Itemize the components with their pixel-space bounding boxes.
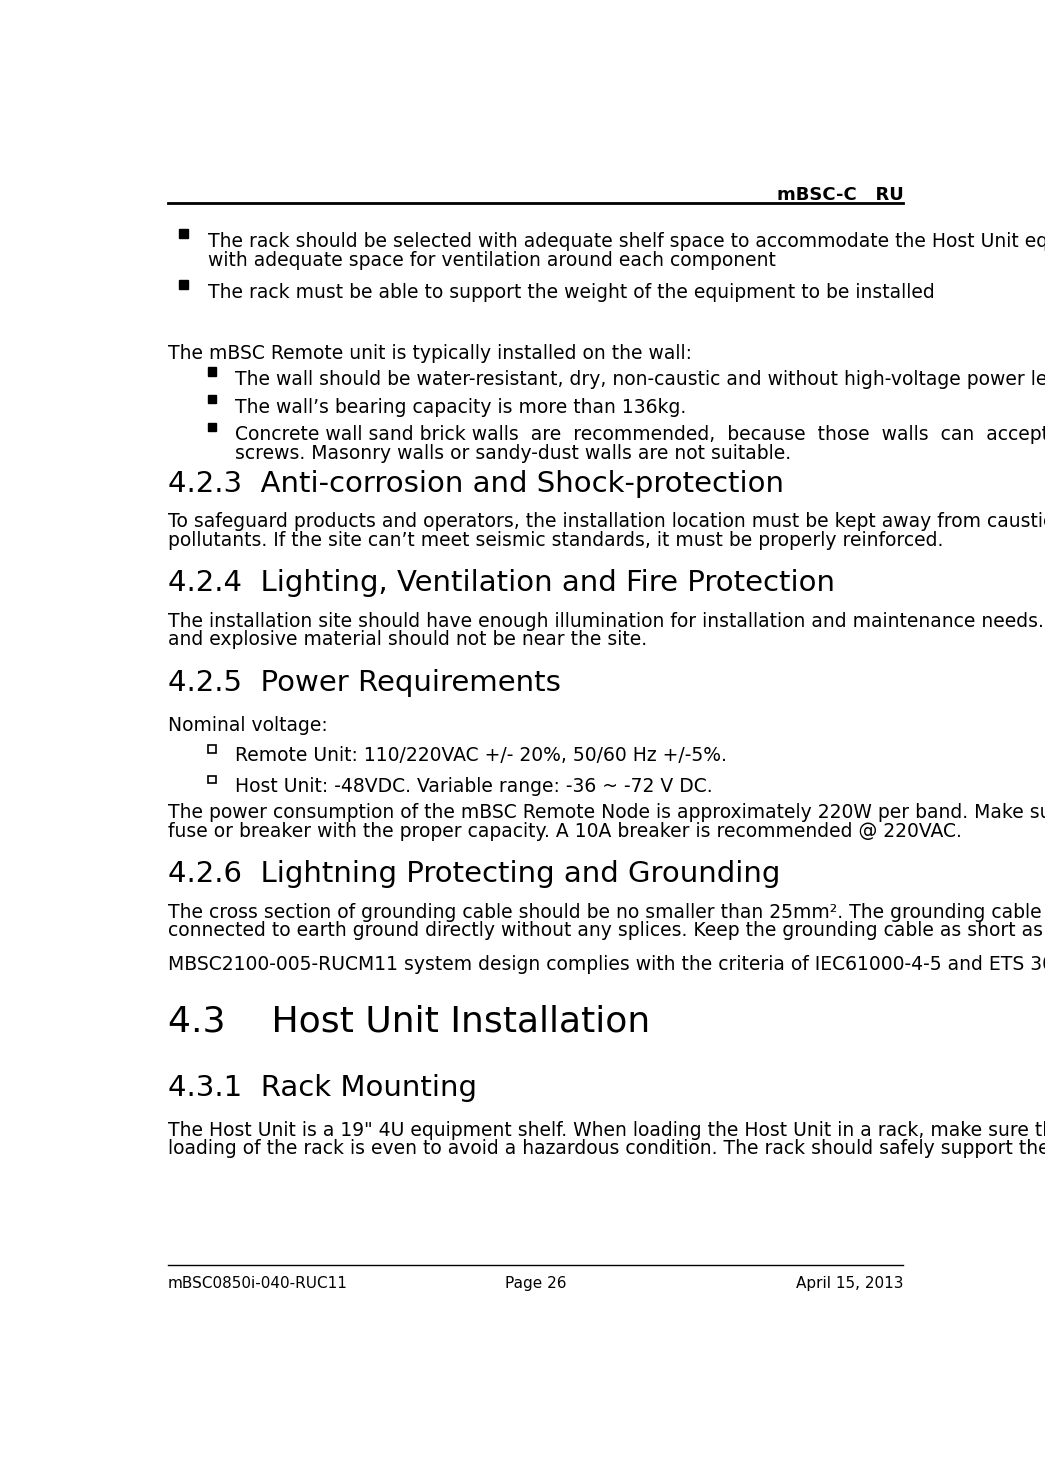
Bar xyxy=(208,745,216,752)
Text: The installation site should have enough illumination for installation and maint: The installation site should have enough… xyxy=(168,612,1045,630)
Text: and explosive material should not be near the site.: and explosive material should not be nea… xyxy=(168,630,647,649)
Text: screws. Masonry walls or sandy-dust walls are not suitable.: screws. Masonry walls or sandy-dust wall… xyxy=(235,445,791,462)
Text: 4.3    Host Unit Installation: 4.3 Host Unit Installation xyxy=(168,1004,650,1038)
Text: 4.2.6  Lightning Protecting and Grounding: 4.2.6 Lightning Protecting and Grounding xyxy=(168,861,781,889)
Text: loading of the rack is even to avoid a hazardous condition. The rack should safe: loading of the rack is even to avoid a h… xyxy=(168,1139,1045,1158)
Text: The power consumption of the mBSC Remote Node is approximately 220W per band. Ma: The power consumption of the mBSC Remote… xyxy=(168,804,1045,823)
Text: with adequate space for ventilation around each component: with adequate space for ventilation arou… xyxy=(208,250,776,269)
Text: 4.2.4  Lighting, Ventilation and Fire Protection: 4.2.4 Lighting, Ventilation and Fire Pro… xyxy=(168,570,835,598)
Text: The wall should be water-resistant, dry, non-caustic and without high-voltage po: The wall should be water-resistant, dry,… xyxy=(235,369,1045,389)
Text: 4.3.1  Rack Mounting: 4.3.1 Rack Mounting xyxy=(168,1073,477,1101)
Text: To safeguard products and operators, the installation location must be kept away: To safeguard products and operators, the… xyxy=(168,512,1045,531)
Bar xyxy=(208,422,216,431)
Text: The cross section of grounding cable should be no smaller than 25mm². The ground: The cross section of grounding cable sho… xyxy=(168,902,1045,921)
Text: The Host Unit is a 19" 4U equipment shelf. When loading the Host Unit in a rack,: The Host Unit is a 19" 4U equipment shel… xyxy=(168,1120,1045,1139)
Text: Nominal voltage:: Nominal voltage: xyxy=(168,715,327,735)
Bar xyxy=(208,776,216,783)
Text: MBSC2100-005-RUCM11 system design complies with the criteria of IEC61000-4-5 and: MBSC2100-005-RUCM11 system design compli… xyxy=(168,955,1045,974)
Text: mBSC0850i-040-RUC11: mBSC0850i-040-RUC11 xyxy=(168,1276,348,1291)
Text: The rack should be selected with adequate shelf space to accommodate the Host Un: The rack should be selected with adequat… xyxy=(208,233,1045,252)
Text: pollutants. If the site can’t meet seismic standards, it must be properly reinfo: pollutants. If the site can’t meet seism… xyxy=(168,531,944,551)
Text: April 15, 2013: April 15, 2013 xyxy=(796,1276,903,1291)
Text: fuse or breaker with the proper capacity. A 10A breaker is recommended @ 220VAC.: fuse or breaker with the proper capacity… xyxy=(168,821,961,841)
Text: Remote Unit: 110/220VAC +/- 20%, 50/60 Hz +/-5%.: Remote Unit: 110/220VAC +/- 20%, 50/60 H… xyxy=(235,746,727,765)
Text: Host Unit: -48VDC. Variable range: -36 ~ -72 V DC.: Host Unit: -48VDC. Variable range: -36 ~… xyxy=(235,777,713,796)
Text: Concrete wall sand brick walls  are  recommended,  because  those  walls  can  a: Concrete wall sand brick walls are recom… xyxy=(235,425,1045,445)
Text: 4.2.5  Power Requirements: 4.2.5 Power Requirements xyxy=(168,668,561,696)
Text: The mBSC Remote unit is typically installed on the wall:: The mBSC Remote unit is typically instal… xyxy=(168,344,692,362)
Bar xyxy=(208,394,216,403)
Text: 4.2.3  Anti-corrosion and Shock-protection: 4.2.3 Anti-corrosion and Shock-protectio… xyxy=(168,470,784,498)
Text: connected to earth ground directly without any splices. Keep the grounding cable: connected to earth ground directly witho… xyxy=(168,921,1045,941)
Text: Page 26: Page 26 xyxy=(505,1276,566,1291)
Bar xyxy=(208,368,216,375)
Text: The rack must be able to support the weight of the equipment to be installed: The rack must be able to support the wei… xyxy=(208,283,935,302)
Bar xyxy=(179,280,188,289)
Text: mBSC-C   RU: mBSC-C RU xyxy=(776,185,903,205)
Text: The wall’s bearing capacity is more than 136kg.: The wall’s bearing capacity is more than… xyxy=(235,397,687,417)
Bar xyxy=(179,230,188,238)
